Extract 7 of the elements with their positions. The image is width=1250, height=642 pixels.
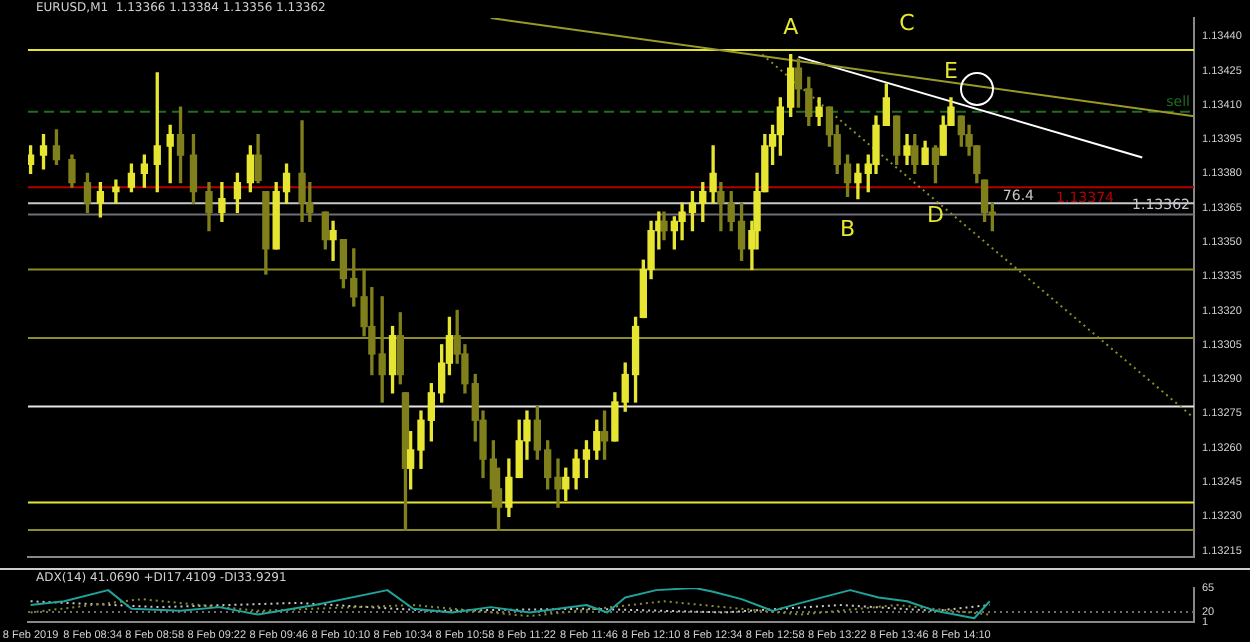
annotation: B	[840, 216, 856, 242]
candlestick	[112, 179, 120, 204]
annotation: C	[899, 9, 916, 36]
annotation: E	[944, 57, 959, 84]
candlestick	[329, 220, 337, 261]
annotation: D	[926, 202, 944, 229]
annotation: A	[783, 14, 800, 41]
